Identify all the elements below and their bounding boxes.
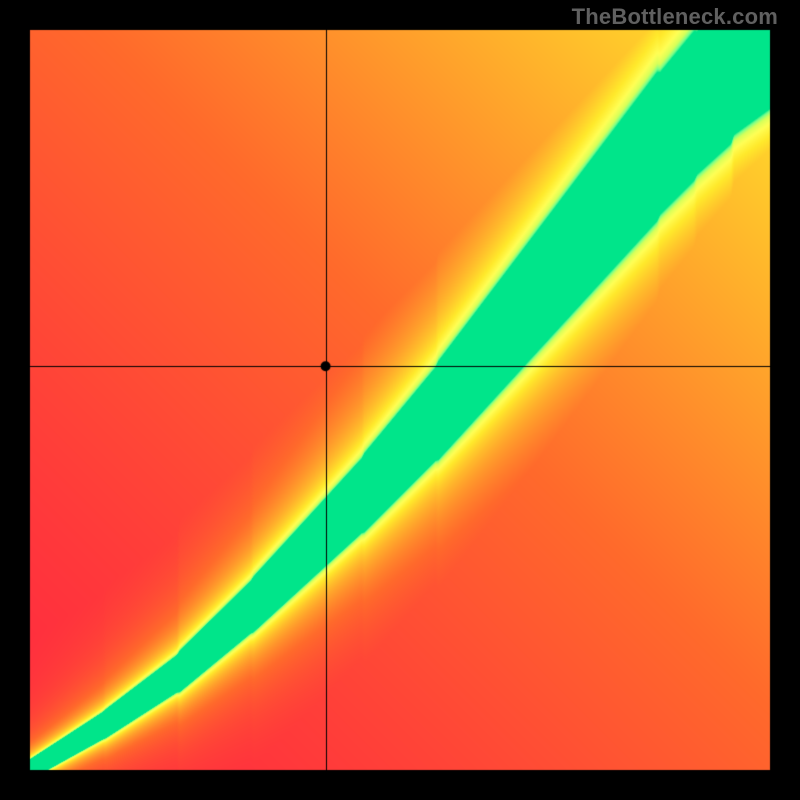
chart-frame: { "meta": { "attribution_text": "TheBott… [0,0,800,800]
attribution-text: TheBottleneck.com [572,4,778,30]
bottleneck-heatmap [0,0,800,800]
